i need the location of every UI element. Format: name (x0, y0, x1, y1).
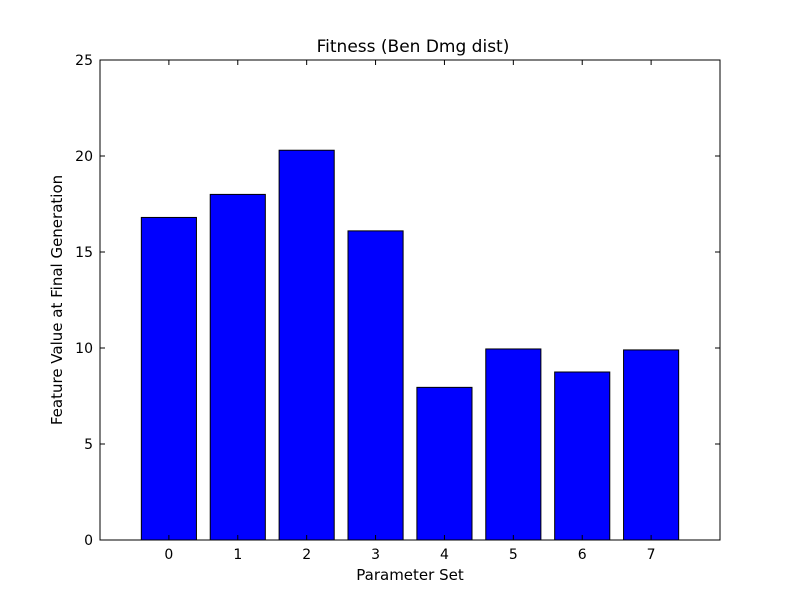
x-tick-label: 6 (578, 547, 587, 563)
bar-5 (485, 348, 542, 541)
y-tick-label: 0 (84, 533, 93, 549)
x-tick-label: 3 (371, 547, 380, 563)
x-axis-label: Parameter Set (356, 566, 464, 584)
bar-4 (416, 386, 473, 541)
y-axis-label: Feature Value at Final Generation (48, 175, 66, 425)
y-tick-label: 10 (75, 341, 93, 357)
y-tick-label: 15 (75, 245, 93, 261)
bar-2 (278, 149, 335, 541)
ticks-layer: 0 1 2 3 4 5 6 7 0 5 10 15 20 25 (75, 53, 720, 563)
bar-0 (140, 216, 197, 541)
x-tick-label: 4 (440, 547, 449, 563)
x-tick-label: 5 (509, 547, 518, 563)
bars-layer (140, 149, 680, 541)
x-tick-label: 0 (164, 547, 173, 563)
bar-7 (623, 349, 680, 541)
x-tick-label: 7 (647, 547, 656, 563)
x-tick-label: 2 (302, 547, 311, 563)
y-tick-label: 20 (75, 149, 93, 165)
plot-frame (99, 59, 721, 541)
chart-title: Fitness (Ben Dmg dist) (317, 37, 510, 57)
bar-3 (347, 230, 404, 541)
y-tick-label: 25 (75, 53, 93, 69)
y-tick-label: 5 (84, 437, 93, 453)
x-tick-label: 1 (233, 547, 242, 563)
bar-1 (209, 193, 266, 541)
bar-6 (554, 371, 611, 541)
